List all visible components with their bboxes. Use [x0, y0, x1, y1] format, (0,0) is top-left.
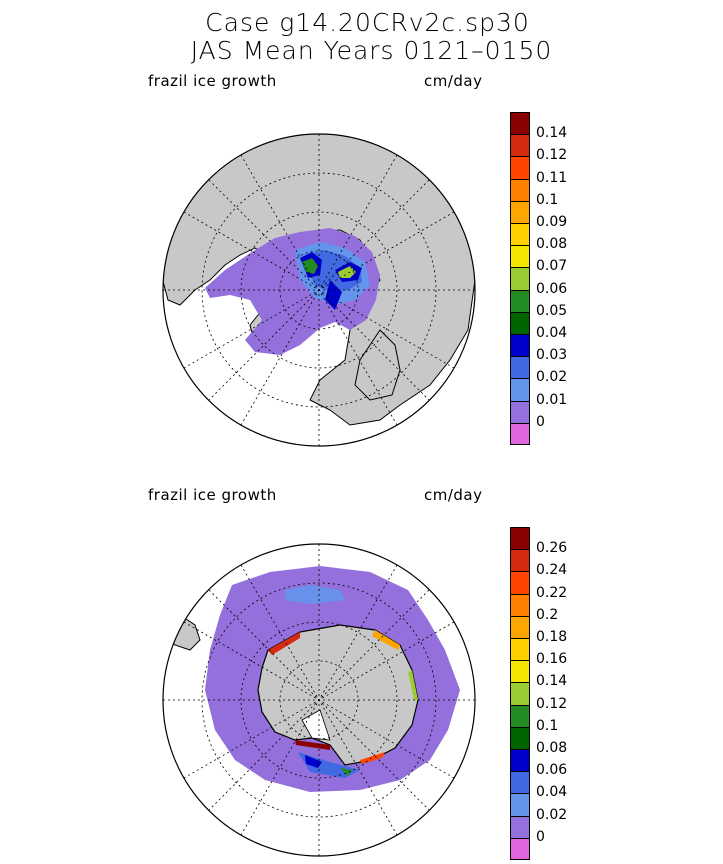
colorbar-label: 0.08	[536, 740, 568, 756]
colorbar-label: 0.11	[536, 169, 568, 186]
colorbar-swatch	[510, 815, 530, 838]
colorbar-label: 0.02	[536, 369, 568, 386]
colorbar-label: 0.09	[536, 214, 568, 230]
colorbar-label: 0	[536, 828, 545, 845]
colorbar-swatch	[510, 378, 530, 401]
colorbar-swatch	[510, 134, 530, 157]
colorbar-label: 0.06	[536, 762, 568, 779]
colorbar-label: 0.03	[536, 347, 568, 364]
colorbar-swatch	[510, 660, 530, 683]
colorbar-swatch	[510, 638, 530, 661]
colorbar-label: 0.04	[536, 325, 568, 341]
colorbar-label: 0.02	[536, 806, 568, 823]
colorbar-label: 0.24	[536, 562, 568, 579]
colorbar-frame	[510, 527, 530, 860]
colorbar-label: 0.18	[536, 629, 568, 645]
colorbar-frame	[510, 112, 530, 445]
colorbar-swatch	[510, 793, 530, 816]
title-line-2: JAS Mean Years 0121–0150	[190, 36, 553, 65]
colorbar-swatch	[510, 571, 530, 594]
field-label-south: frazil ice growth	[148, 486, 277, 504]
colorbar-swatch	[510, 245, 530, 268]
colorbar-swatch	[510, 422, 530, 445]
colorbar-swatch	[510, 704, 530, 727]
colorbar-label: 0.22	[536, 584, 568, 601]
colorbar-label: 0.1	[536, 717, 559, 734]
colorbar-swatch	[510, 356, 530, 379]
colorbar-swatch	[510, 311, 530, 334]
units-label-south: cm/day	[424, 486, 483, 504]
colorbar-swatch	[510, 837, 530, 860]
title-line-1: Case g14.20CRv2c.sp30	[205, 8, 530, 37]
colorbar-label: 0.06	[536, 280, 568, 297]
colorbar-swatch	[510, 334, 530, 357]
colorbar-label: 0.14	[536, 673, 568, 690]
colorbar-label: 0.05	[536, 302, 568, 319]
field-label-north: frazil ice growth	[148, 72, 277, 90]
colorbar-label: 0.12	[536, 147, 568, 164]
colorbar-swatch	[510, 549, 530, 572]
colorbar-label: 0.04	[536, 784, 568, 801]
colorbar-swatch	[510, 400, 530, 423]
colorbar-swatch	[510, 156, 530, 179]
colorbar-label: 0.01	[536, 391, 568, 408]
colorbar-label: 0.16	[536, 651, 568, 668]
colorbar-swatch	[510, 267, 530, 290]
colorbar-swatch	[510, 771, 530, 794]
colorbar-label: 0.07	[536, 258, 568, 275]
colorbar-swatch	[510, 223, 530, 246]
colorbar-swatch	[510, 749, 530, 772]
colorbar-label: 0.26	[536, 540, 568, 557]
colorbar-swatch	[510, 112, 530, 135]
colorbar-label: 0.08	[536, 236, 568, 253]
colorbar-swatch	[510, 289, 530, 312]
colorbar-swatch	[510, 200, 530, 223]
colorbar-swatch	[510, 527, 530, 550]
colorbar-swatch	[510, 682, 530, 705]
colorbar-label: 0.2	[536, 606, 559, 623]
colorbar-label: 0	[536, 413, 545, 430]
colorbar-swatch	[510, 593, 530, 616]
colorbar-swatch	[510, 726, 530, 749]
colorbar-label: 0.12	[536, 695, 568, 712]
colorbar-label: 0.14	[536, 125, 568, 142]
colorbar-swatch	[510, 615, 530, 638]
colorbar-label: 0.1	[536, 191, 559, 208]
colorbar-swatch	[510, 178, 530, 201]
units-label-north: cm/day	[424, 72, 483, 90]
